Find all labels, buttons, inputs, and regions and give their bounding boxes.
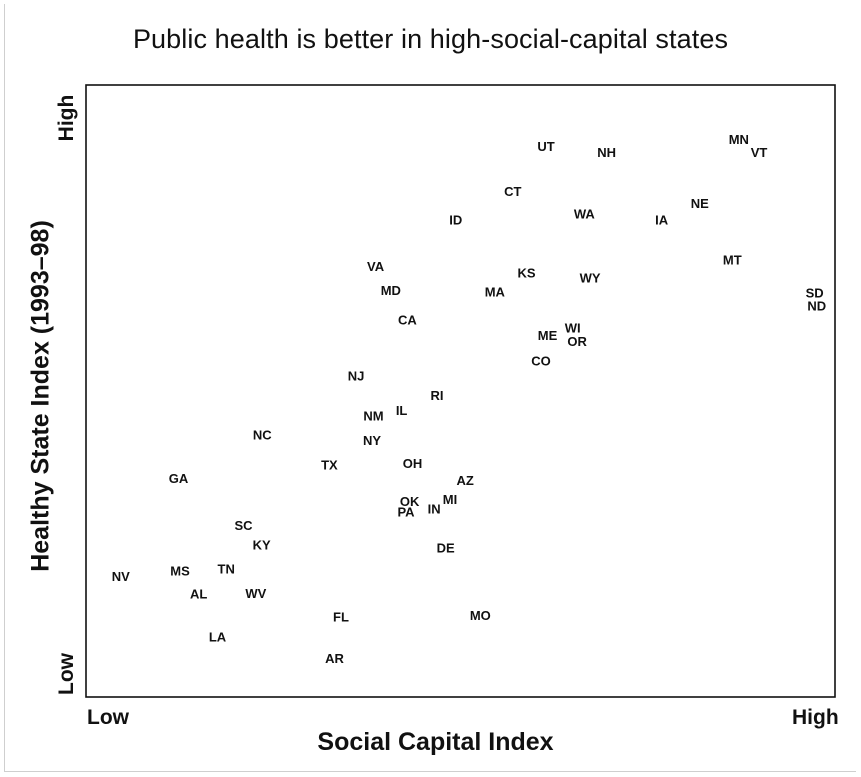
- point-label-ca: CA: [398, 313, 417, 328]
- point-label-ky: KY: [253, 538, 271, 553]
- point-label-il: IL: [396, 403, 408, 418]
- y-axis-label: Healthy State Index (1993–98): [26, 220, 55, 572]
- point-label-tn: TN: [218, 561, 235, 576]
- point-label-de: DE: [437, 541, 455, 556]
- point-label-nc: NC: [253, 428, 272, 443]
- point-label-md: MD: [381, 283, 401, 298]
- point-label-nh: NH: [597, 145, 616, 160]
- point-label-oh: OH: [403, 456, 423, 471]
- y-axis-high-label: High: [55, 94, 78, 142]
- x-axis-high-label: High: [792, 706, 839, 729]
- point-label-mn: MN: [729, 132, 749, 147]
- point-label-sd: SD: [806, 285, 824, 300]
- point-label-mo: MO: [470, 608, 491, 623]
- point-label-ks: KS: [517, 265, 535, 280]
- point-label-nm: NM: [363, 409, 383, 424]
- point-label-nd: ND: [807, 299, 826, 314]
- chart-title: Public health is better in high-social-c…: [132, 24, 729, 54]
- point-label-in: IN: [428, 501, 441, 516]
- point-label-ne: NE: [691, 196, 709, 211]
- point-label-ct: CT: [504, 184, 521, 199]
- point-label-va: VA: [367, 259, 385, 274]
- point-label-mt: MT: [723, 253, 742, 268]
- y-axis-low-label: Low: [55, 653, 78, 695]
- point-label-vt: VT: [751, 145, 768, 160]
- figure-frame: [4, 4, 856, 772]
- point-label-wv: WV: [245, 586, 266, 601]
- point-label-la: LA: [209, 629, 227, 644]
- point-label-co: CO: [531, 353, 551, 368]
- point-label-me: ME: [538, 328, 558, 343]
- point-label-pa: PA: [397, 504, 415, 519]
- x-axis-label: Social Capital Index: [317, 728, 554, 756]
- point-label-ny: NY: [363, 433, 381, 448]
- plot-area: [85, 84, 836, 698]
- point-label-fl: FL: [333, 610, 349, 625]
- point-label-wa: WA: [574, 207, 596, 222]
- point-label-wy: WY: [580, 271, 601, 286]
- point-label-ma: MA: [485, 284, 506, 299]
- point-label-ia: IA: [655, 212, 669, 227]
- point-label-ar: AR: [325, 651, 344, 666]
- point-label-ok: OK: [400, 494, 420, 509]
- point-label-or: OR: [567, 334, 587, 349]
- point-label-al: AL: [190, 587, 207, 602]
- point-label-ut: UT: [537, 139, 554, 154]
- x-axis-low-label: Low: [87, 706, 129, 729]
- point-label-ms: MS: [170, 564, 190, 579]
- point-label-tx: TX: [321, 458, 338, 473]
- point-label-nj: NJ: [348, 368, 365, 383]
- point-label-ri: RI: [431, 388, 444, 403]
- point-label-az: AZ: [457, 473, 474, 488]
- point-label-sc: SC: [234, 518, 253, 533]
- point-label-id: ID: [449, 212, 462, 227]
- point-label-nv: NV: [112, 569, 130, 584]
- point-label-ga: GA: [169, 471, 189, 486]
- point-label-wi: WI: [565, 321, 581, 336]
- point-label-mi: MI: [443, 492, 457, 507]
